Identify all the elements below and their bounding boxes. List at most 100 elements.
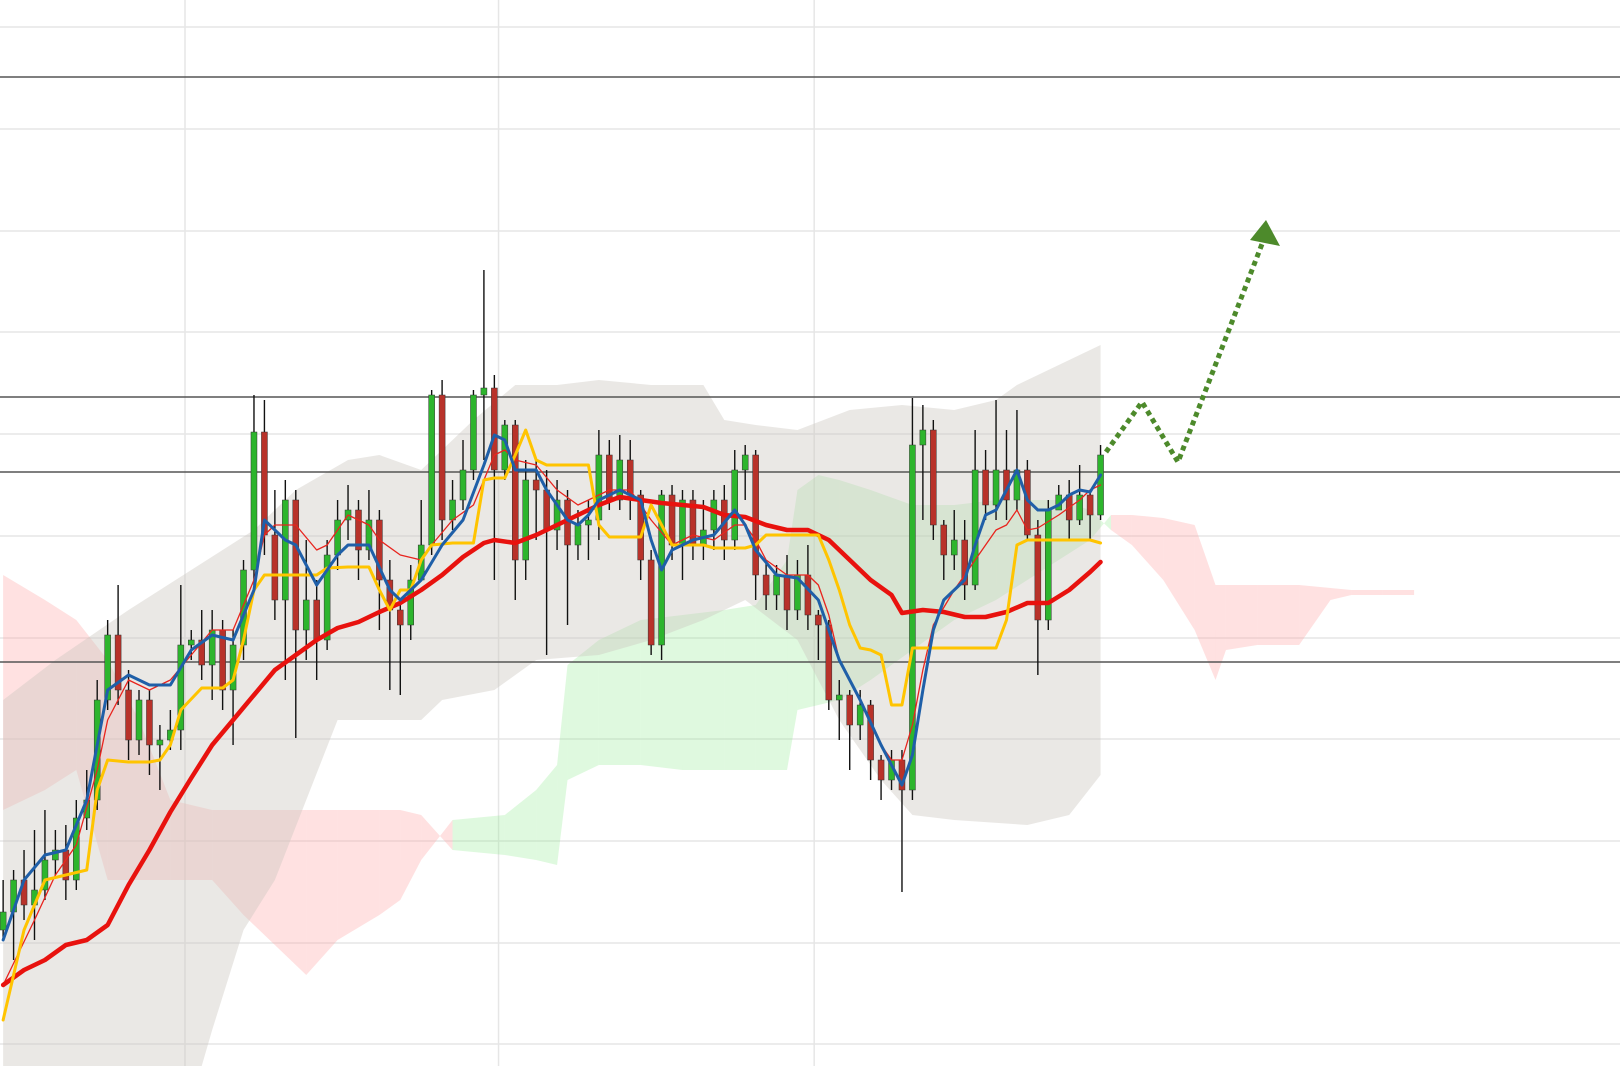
candle-body [532, 479, 540, 491]
candle-body [302, 599, 310, 631]
lines-layer [0, 428, 1103, 1022]
cloud-segment [1351, 590, 1383, 595]
cloud-segment [3, 575, 45, 810]
candle-body [909, 444, 916, 791]
candle-body [1034, 534, 1042, 621]
forecast-arrow [1103, 220, 1280, 468]
candle-body [52, 849, 59, 861]
cloud-segment [598, 620, 641, 765]
candle-body [825, 624, 833, 701]
cloud-segment [1299, 585, 1331, 645]
cloud-segment [274, 810, 307, 975]
candle-body [961, 539, 968, 586]
cloud-segment [1382, 590, 1415, 595]
cloud-segment [76, 620, 108, 880]
candle-body [271, 534, 279, 601]
candle-body [773, 574, 780, 596]
candle-body [491, 387, 498, 471]
candle-body [0, 911, 7, 931]
cloud-segment [44, 600, 77, 790]
candle-body [867, 704, 874, 761]
cloud-segment [1215, 585, 1226, 680]
candle-body [355, 509, 362, 551]
cloud-segment [787, 490, 798, 770]
cloud-segment [536, 765, 558, 865]
cloud-segment [452, 815, 505, 855]
candle-body [177, 644, 185, 731]
candle-body [940, 524, 948, 556]
candle-body [407, 579, 414, 626]
candle-body [146, 699, 153, 746]
candle-body [323, 554, 331, 641]
cloud-segment [870, 490, 913, 680]
candle-body [282, 499, 289, 601]
candle-body [930, 429, 937, 526]
cloud-segment [1111, 515, 1132, 545]
cloud-segment [421, 815, 453, 860]
candle-body [585, 519, 592, 526]
arrow-head [1250, 220, 1280, 246]
candle-body [616, 459, 624, 501]
levels-layer [0, 76, 1620, 663]
cloud-segment [1257, 585, 1300, 645]
candle-body [804, 574, 812, 616]
candle-body [919, 429, 927, 446]
candle-body [188, 639, 195, 646]
candle-body [156, 739, 164, 746]
cloud-segment [557, 665, 568, 865]
candle-body [334, 519, 341, 556]
candle-body [41, 859, 49, 891]
indicator-line [1, 428, 1103, 1022]
candle-body [428, 394, 435, 546]
candle-body [313, 599, 320, 641]
forecast-path [1103, 243, 1265, 468]
candle-body [125, 689, 132, 741]
candle-body [731, 469, 738, 541]
candle-body [114, 634, 122, 691]
candle-body [198, 639, 205, 666]
candle-body [982, 469, 989, 506]
candle-body [449, 499, 456, 521]
cloud-segment [337, 810, 380, 940]
cloud-segment [682, 610, 725, 770]
cloud-segment [567, 640, 599, 780]
candle-body [574, 524, 582, 546]
candle-body [480, 387, 488, 396]
candle-body [783, 574, 791, 611]
indicator-line [1, 433, 1103, 942]
cloud-layer [3, 475, 1415, 975]
candle-body [971, 469, 979, 586]
cloud-segment [755, 560, 788, 770]
candle-body [512, 424, 519, 561]
cloud-segment [243, 810, 275, 945]
candle-body [752, 454, 759, 576]
candles-layer [0, 270, 1104, 960]
candle-body [135, 699, 143, 741]
cloud-segment [724, 605, 756, 770]
candle-body [250, 431, 258, 571]
candle-body [856, 704, 864, 726]
cloud-segment [170, 800, 213, 880]
cloud-segment [306, 810, 338, 975]
candle-body [710, 499, 718, 531]
candle-body [950, 539, 958, 556]
cloud-segment [1225, 585, 1258, 650]
candle-body [877, 759, 885, 781]
cloud-segment [839, 480, 871, 700]
candle-body [762, 574, 770, 596]
candle-body [376, 519, 383, 581]
candle-body [553, 499, 561, 531]
candle-body [836, 694, 843, 701]
candle-body [846, 694, 853, 726]
candle-body [459, 469, 467, 501]
candle-body [741, 454, 749, 471]
indicator-line [2, 449, 1102, 986]
candle-body [470, 394, 477, 471]
cloud-segment [1163, 518, 1195, 630]
cloud-segment [1330, 588, 1352, 600]
cloud-segment [504, 790, 537, 860]
candle-body [365, 519, 373, 551]
cloud-segment [400, 810, 422, 900]
